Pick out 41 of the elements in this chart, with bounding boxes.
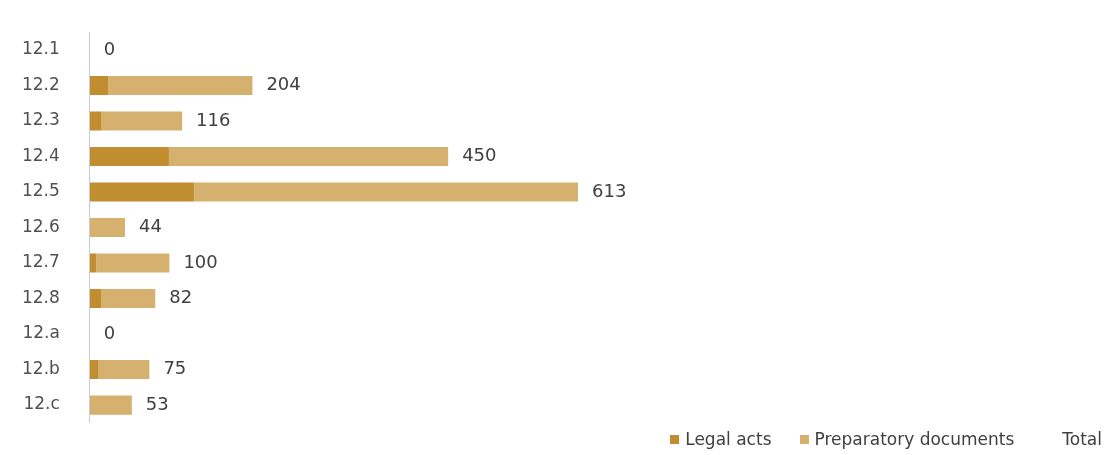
annotation: 0 <box>103 321 116 343</box>
y-tick-label: 12.4 <box>21 144 60 165</box>
y-tick-label: 12.6 <box>21 215 60 236</box>
annotation: 44 <box>139 215 162 237</box>
bar <box>89 217 125 238</box>
annotation: 100 <box>183 250 218 272</box>
bar <box>96 253 170 273</box>
bar <box>89 146 169 167</box>
legend-label: Legal acts <box>685 429 772 449</box>
annotation: 53 <box>145 392 169 414</box>
bar <box>168 146 449 167</box>
bar <box>89 288 102 309</box>
bar <box>194 182 578 202</box>
bar <box>101 111 183 131</box>
bar <box>89 253 97 273</box>
y-tick-label: 12.1 <box>21 38 60 59</box>
annotation: 116 <box>196 108 231 130</box>
bar <box>89 182 195 202</box>
y-tick-label: 12.a <box>22 322 60 343</box>
text: 613 <box>592 179 627 201</box>
annotation: 75 <box>163 357 187 379</box>
y-tick-label: 12.8 <box>21 286 60 307</box>
legend-label: Preparatory documents <box>814 429 1015 449</box>
y-tick-label: 12.c <box>23 393 60 414</box>
bar <box>108 75 253 96</box>
bar <box>89 395 132 415</box>
y-tick-label: 12.5 <box>21 180 60 201</box>
y-tick-label: 12.b <box>22 357 60 378</box>
y-tick-label: 12.2 <box>21 73 60 94</box>
bar <box>89 359 99 380</box>
bar <box>98 359 150 380</box>
bar <box>101 288 156 309</box>
text: Total <box>1062 429 1102 449</box>
bar <box>89 75 109 96</box>
annotation: 0 <box>103 37 116 59</box>
annotation: 450 <box>462 144 497 166</box>
annotation: 204 <box>266 73 301 95</box>
y-tick-label: 12.3 <box>21 109 60 130</box>
bar <box>89 111 102 131</box>
annotation: 82 <box>169 286 193 308</box>
y-tick-label: 12.7 <box>21 251 60 272</box>
